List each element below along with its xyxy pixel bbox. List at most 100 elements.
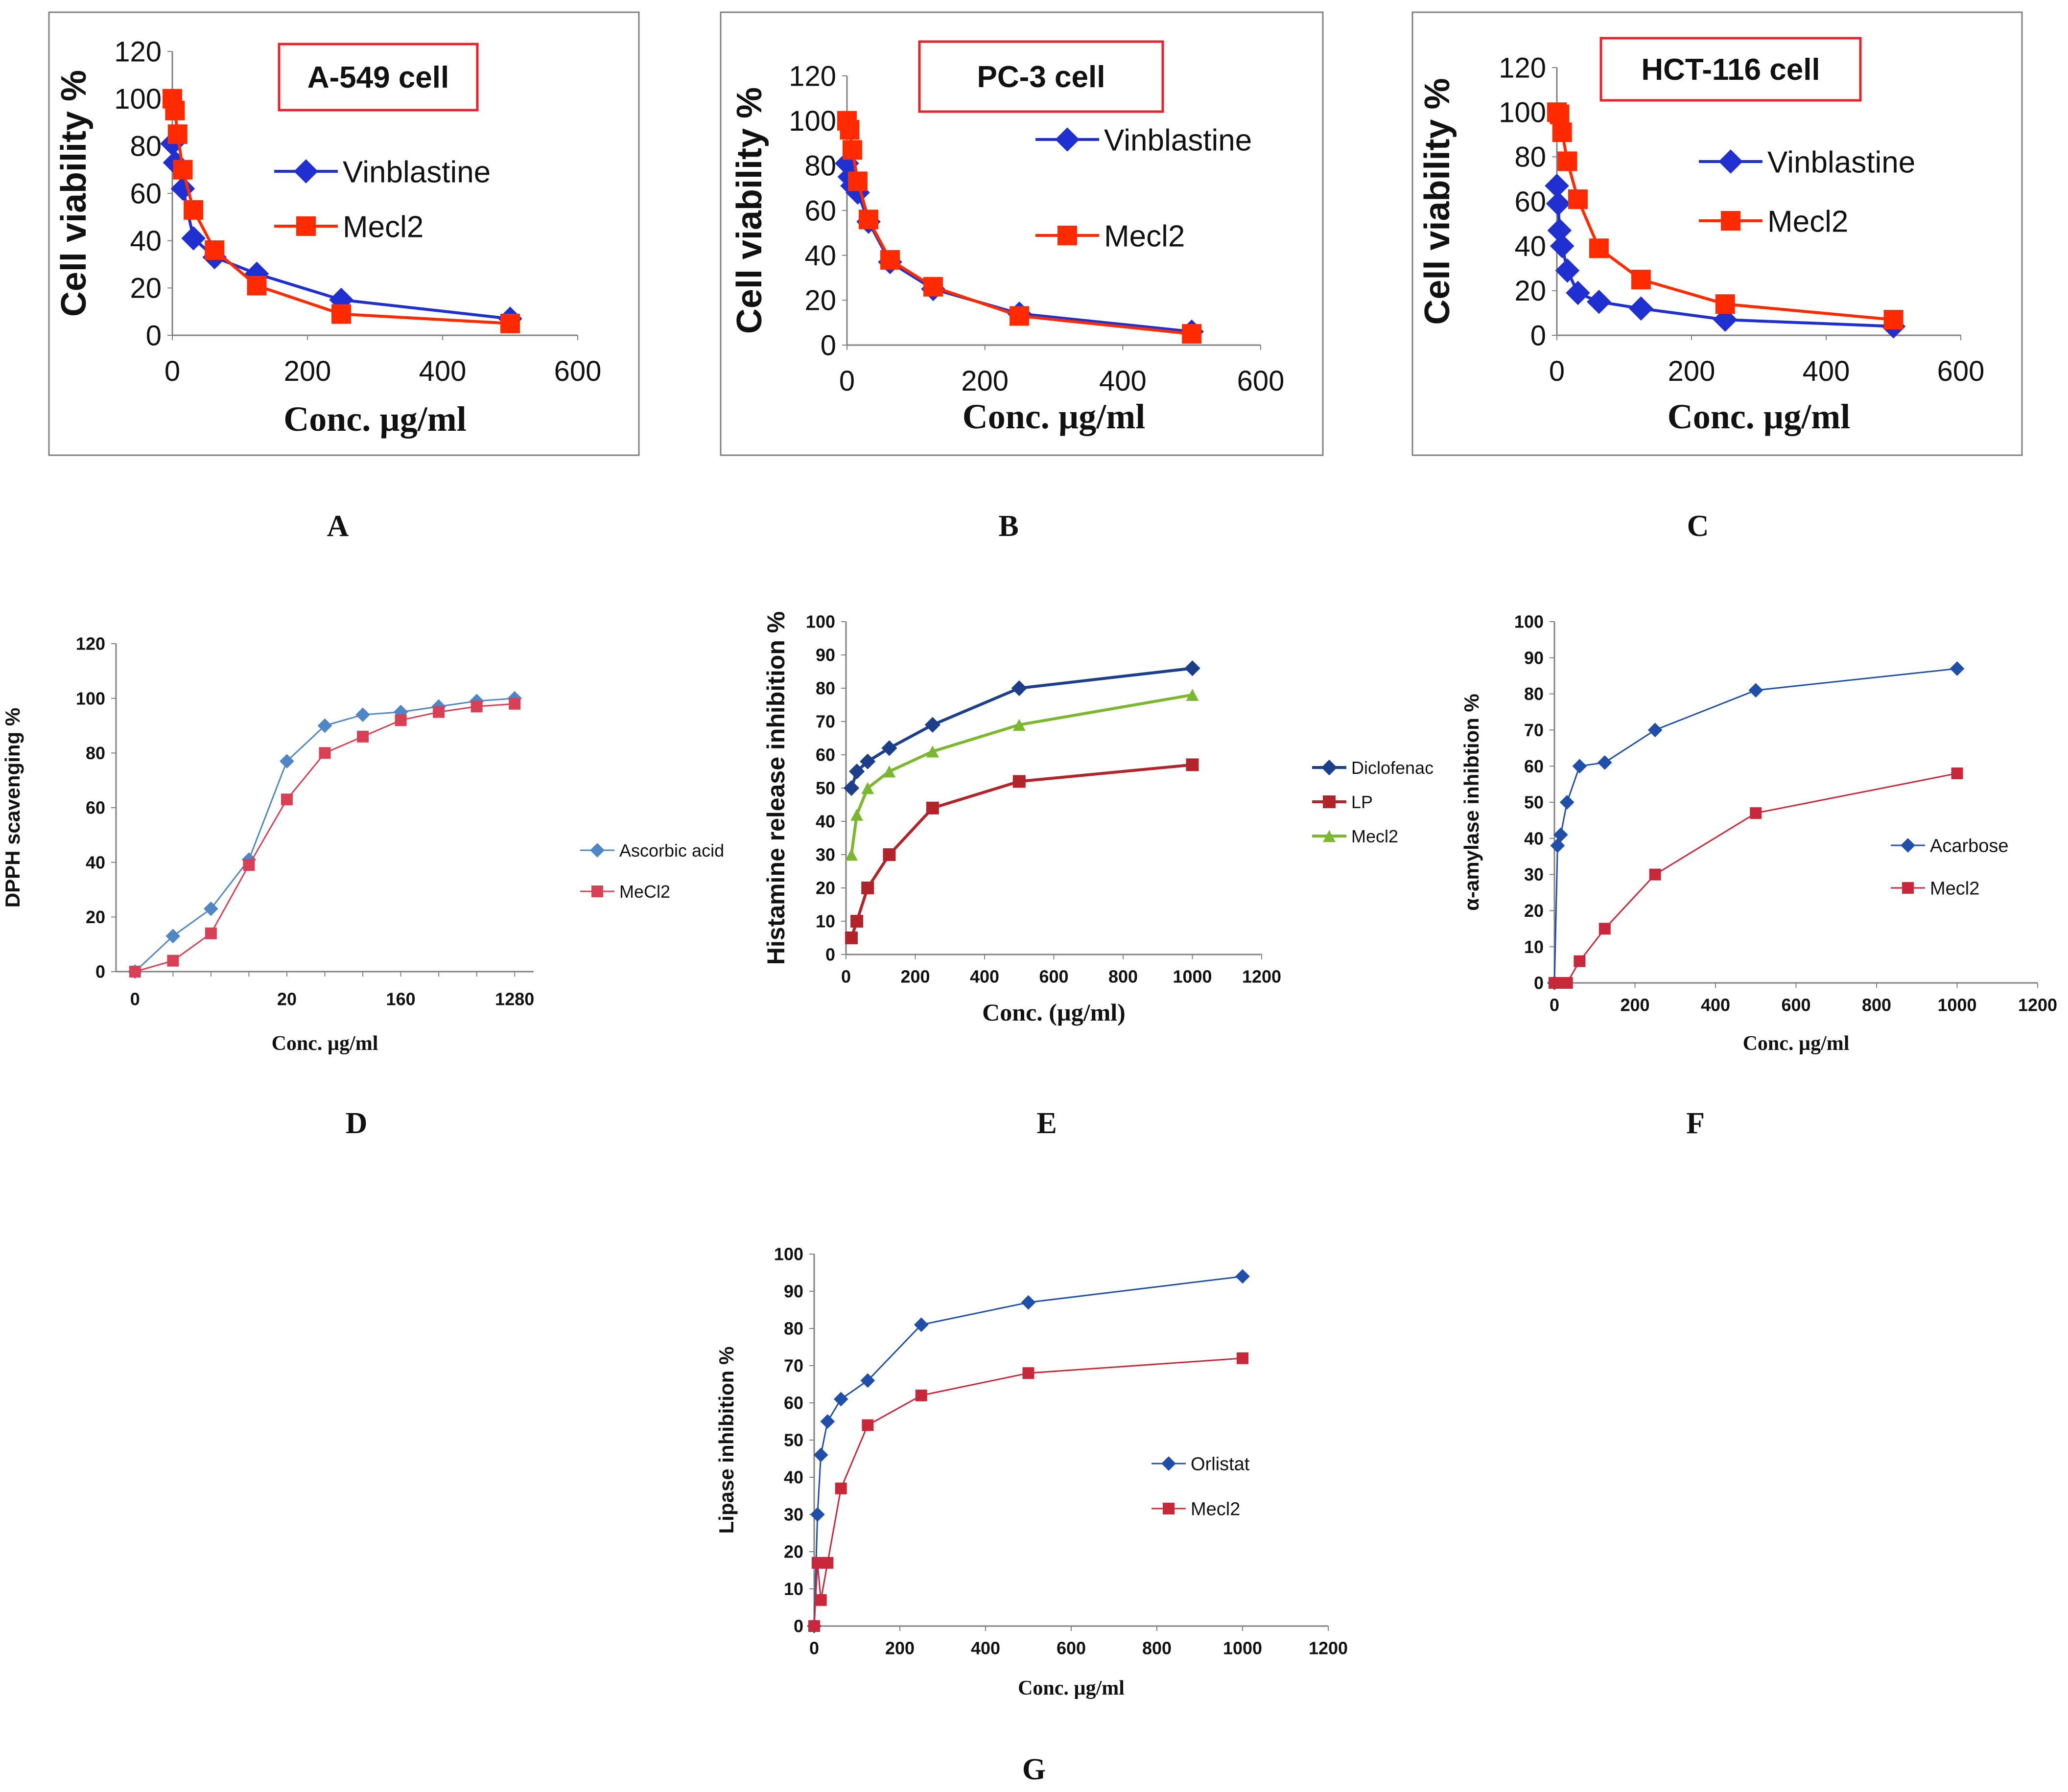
data-point [1750,807,1762,819]
legend-marker [296,216,316,236]
y-tick-label: 20 [86,907,105,927]
data-point [1021,1295,1036,1310]
data-point [850,809,864,821]
series-line [135,703,515,973]
x-axis-label: Conc. µg/ml [1668,397,1850,436]
chart-title: HCT-116 cell [1641,53,1820,87]
x-axis-label: Conc. µg/ml [963,397,1145,436]
y-axis-label: DPPH scavenging % [1,708,24,908]
x-tick-label: 1200 [2018,995,2057,1015]
legend-label: Orlistat [1191,1454,1250,1475]
x-axis-label: Conc. µg/ml [1018,1677,1125,1699]
legend-label: Mecl2 [1351,826,1398,846]
x-tick-label: 0 [130,989,140,1009]
y-tick-label: 60 [130,178,162,209]
data-point [833,1392,848,1407]
data-point [1011,680,1027,697]
y-tick-label: 70 [1524,720,1544,740]
legend-label: Diclofenac [1351,758,1434,778]
y-tick-label: 70 [816,712,835,732]
x-tick-label: 1200 [1242,967,1281,987]
data-point [808,1620,820,1632]
series-line [1553,668,1957,983]
data-point [845,848,858,861]
chart-title: PC-3 cell [977,60,1105,94]
x-tick-label: 0 [839,365,855,397]
panel-label: A [327,510,349,543]
data-point [845,931,858,944]
y-tick-label: 30 [784,1505,803,1525]
data-point [926,745,939,758]
legend-label: Mecl2 [1104,219,1185,253]
y-tick-label: 10 [816,911,835,931]
data-point [1748,683,1763,698]
chart-title-box [918,40,1164,113]
y-tick-label: 60 [1514,186,1546,218]
legend-entry: Mecl2 [1152,1499,1240,1520]
y-tick-label: 0 [794,1616,803,1636]
legend-label: LP [1351,792,1373,812]
x-axis-label: Conc. µg/ml [283,399,466,439]
data-point [395,714,407,726]
data-point [924,717,940,733]
data-point [883,765,896,778]
data-point [860,1373,875,1388]
y-axis-label: α-amylase inhibtion % [1460,694,1483,911]
x-tick-label: 200 [885,1638,915,1658]
y-tick-label: 40 [816,812,835,832]
y-tick-label: 60 [86,798,105,818]
data-point [167,954,179,967]
legend-entry: Mecl2 [1699,205,1848,238]
chart-frame [1411,11,2023,456]
y-tick-label: 90 [816,645,835,665]
data-point [1184,660,1200,676]
x-tick-label: 400 [1803,355,1850,387]
data-point [847,171,868,191]
data-point [861,882,874,894]
x-tick-label: 600 [1039,967,1068,987]
data-point [509,698,521,710]
data-point [815,1594,827,1606]
y-axis-label: Cell viability % [54,70,94,317]
legend-label: Acarbose [1930,836,2009,857]
series-line [1555,186,1894,328]
chart-title-box [278,43,479,112]
y-tick-label: 10 [1524,937,1544,957]
x-tick-label: 200 [284,355,331,387]
y-tick-label: 40 [86,852,105,872]
legend-entry: MeCl2 [580,882,670,902]
data-point [129,966,141,977]
chart-frame [720,11,1324,456]
data-point [1547,218,1572,243]
panel-label: D [346,1107,368,1140]
y-tick-label: 120 [76,634,105,654]
y-tick-label: 100 [806,612,835,632]
data-point [500,313,520,333]
data-point [1568,189,1588,209]
series-orlistat [807,1269,1250,1633]
data-point [850,915,864,928]
y-tick-label: 100 [1514,612,1544,632]
y-tick-label: 20 [816,878,835,898]
data-point [1182,324,1202,344]
chart-frame [48,11,640,456]
legend-entry: Orlistat [1152,1454,1250,1475]
x-tick-label: 0 [164,355,180,387]
y-tick-label: 60 [1524,756,1544,776]
y-tick-label: 100 [789,105,836,137]
x-tick-label: 400 [971,1638,1000,1658]
legend-label: Ascorbic acid [619,840,724,861]
x-tick-label: 600 [1237,365,1285,397]
series-line [1554,772,1957,984]
data-point [1950,661,1965,676]
x-tick-label: 0 [809,1638,819,1658]
chart-title-box [1599,37,1862,102]
data-point [433,706,445,718]
legend-entry: Vinblastine [1035,123,1252,157]
legend-marker [1721,211,1740,231]
y-tick-label: 70 [784,1356,803,1376]
legend-label: Vinblastine [343,155,491,189]
data-point [173,160,193,180]
legend-entry: Mecl2 [274,210,423,244]
